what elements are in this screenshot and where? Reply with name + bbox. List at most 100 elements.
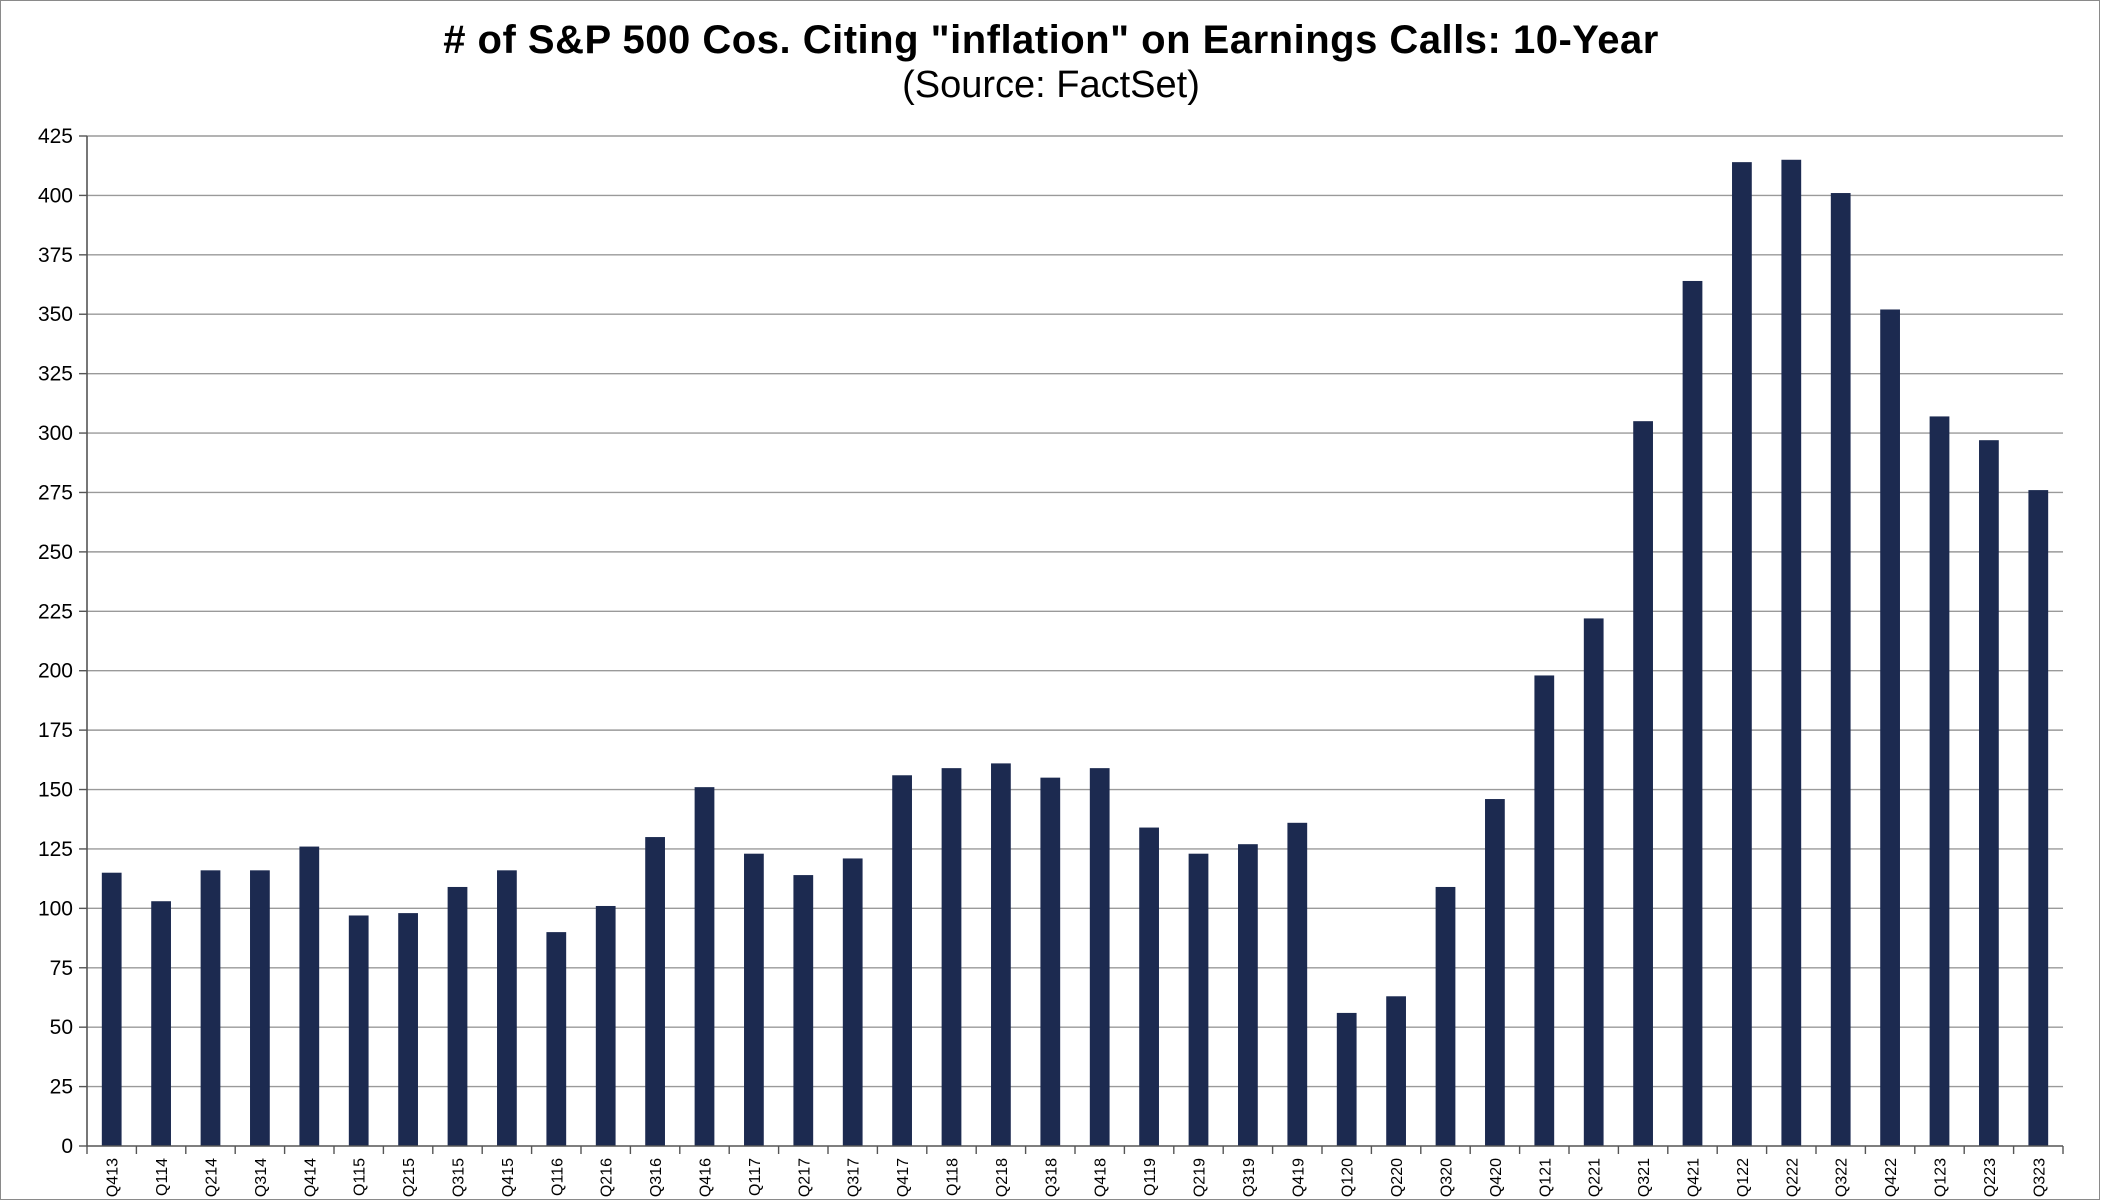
- x-tick-label: Q322: [1834, 1158, 1851, 1197]
- y-tick-label: 425: [38, 125, 73, 148]
- bar-Q222: [1781, 159, 1802, 1146]
- x-tick-label: Q121: [1537, 1158, 1554, 1197]
- x-tick-label: Q119: [1142, 1158, 1159, 1196]
- bar-Q121: [1534, 675, 1555, 1146]
- bar-Q319: [1238, 844, 1258, 1146]
- bar-Q422: [1880, 309, 1900, 1146]
- x-tick-label: Q413: [105, 1158, 122, 1197]
- bar-Q115: [348, 915, 369, 1146]
- x-tick-label: Q223: [1982, 1158, 1999, 1197]
- x-tick-label: Q317: [846, 1158, 863, 1197]
- bar-Q219: [1188, 853, 1209, 1146]
- x-tick-label: Q221: [1587, 1158, 1604, 1197]
- x-axis-ticks: Q413 Q114 Q214 Q314 Q414 Q115 Q215 Q315 Q415 Q116…: [86, 1146, 2064, 1197]
- x-tick-label: Q116: [549, 1158, 566, 1196]
- y-tick-label: 0: [61, 1135, 73, 1158]
- y-tick-label: 150: [38, 779, 73, 802]
- x-tick-label: Q214: [204, 1158, 221, 1197]
- y-tick-label: 125: [38, 838, 73, 861]
- x-tick-label: Q318: [1043, 1158, 1060, 1197]
- x-tick-label: Q323: [2031, 1158, 2048, 1197]
- y-tick-label: 100: [38, 897, 73, 920]
- x-tick-label: Q416: [698, 1158, 715, 1197]
- bar-Q118: [941, 768, 962, 1146]
- y-tick-label: 25: [50, 1076, 73, 1099]
- y-tick-label: 75: [50, 957, 73, 980]
- bar-Q420: [1485, 799, 1505, 1146]
- x-tick-label: Q118: [945, 1158, 962, 1196]
- chart-subtitle: (Source: FactSet): [902, 64, 1200, 106]
- x-tick-label: Q419: [1290, 1158, 1307, 1197]
- bar-Q320: [1435, 886, 1456, 1146]
- x-tick-label: Q123: [1933, 1158, 1950, 1197]
- bar-Q215: [398, 913, 418, 1146]
- x-tick-label: Q115: [352, 1158, 369, 1196]
- y-tick-label: 175: [38, 719, 73, 742]
- y-tick-label: 50: [50, 1016, 73, 1039]
- x-tick-label: Q319: [1241, 1158, 1258, 1197]
- x-tick-label: Q220: [1389, 1158, 1406, 1197]
- bar-Q114: [151, 901, 171, 1146]
- y-tick-label: 375: [38, 244, 73, 267]
- y-tick-label: 300: [38, 422, 73, 445]
- x-tick-label: Q321: [1636, 1158, 1653, 1197]
- x-tick-label: Q215: [401, 1158, 418, 1197]
- x-tick-label: Q420: [1488, 1158, 1505, 1197]
- x-tick-label: Q316: [648, 1158, 665, 1197]
- x-tick-label: Q217: [796, 1158, 813, 1197]
- bar-Q414: [299, 846, 320, 1146]
- bar-Q413: [101, 872, 122, 1146]
- bar-Q323: [2028, 490, 2049, 1146]
- x-tick-label: Q421: [1686, 1158, 1703, 1197]
- bar-Q214: [200, 870, 221, 1146]
- x-tick-label: Q219: [1192, 1158, 1209, 1197]
- x-tick-label: Q218: [994, 1158, 1011, 1197]
- x-tick-label: Q415: [500, 1158, 517, 1197]
- x-tick-label: Q414: [302, 1158, 319, 1197]
- bar-Q317: [842, 858, 863, 1146]
- axes: [86, 136, 2063, 1147]
- gridlines: [87, 135, 2063, 1088]
- bar-Q119: [1139, 827, 1159, 1146]
- bar-Q321: [1633, 421, 1653, 1146]
- bar-Q316: [645, 837, 665, 1146]
- bar-Q221: [1583, 618, 1604, 1146]
- bar-Q315: [447, 886, 468, 1146]
- x-tick-label: Q418: [1093, 1158, 1110, 1197]
- x-tick-label: Q315: [451, 1158, 468, 1197]
- chart-title: # of S&P 500 Cos. Citing "inflation" on …: [443, 18, 1659, 62]
- y-tick-label: 225: [38, 600, 73, 623]
- bar-Q120: [1336, 1012, 1357, 1146]
- y-tick-label: 200: [38, 660, 73, 683]
- bar-Q122: [1732, 162, 1752, 1146]
- y-tick-label: 400: [38, 184, 73, 207]
- y-tick-label: 275: [38, 481, 73, 504]
- y-tick-label: 350: [38, 303, 73, 326]
- y-tick-label: 325: [38, 363, 73, 386]
- bar-Q223: [1979, 440, 1999, 1146]
- bar-Q417: [892, 775, 912, 1146]
- bar-Q314: [250, 870, 270, 1146]
- bar-series: [101, 159, 2049, 1147]
- x-tick-label: Q216: [599, 1158, 616, 1197]
- bar-Q216: [595, 905, 616, 1146]
- x-tick-label: Q320: [1439, 1158, 1456, 1197]
- bar-Q220: [1386, 996, 1406, 1146]
- bar-Q217: [793, 875, 814, 1146]
- x-tick-label: Q122: [1735, 1158, 1752, 1197]
- bar-Q415: [497, 870, 517, 1146]
- y-tick-label: 250: [38, 541, 73, 564]
- bar-Q318: [1040, 777, 1061, 1146]
- bar-Q419: [1287, 822, 1308, 1146]
- bar-Q218: [991, 763, 1011, 1146]
- x-tick-label: Q114: [154, 1158, 171, 1196]
- bar-Q416: [694, 787, 715, 1146]
- bar-Q322: [1830, 193, 1851, 1147]
- x-tick-label: Q417: [895, 1158, 912, 1197]
- x-tick-label: Q314: [253, 1158, 270, 1197]
- bar-Q421: [1682, 280, 1703, 1146]
- x-tick-label: Q222: [1784, 1158, 1801, 1197]
- x-tick-label: Q422: [1883, 1158, 1900, 1197]
- x-tick-label: Q117: [747, 1158, 764, 1196]
